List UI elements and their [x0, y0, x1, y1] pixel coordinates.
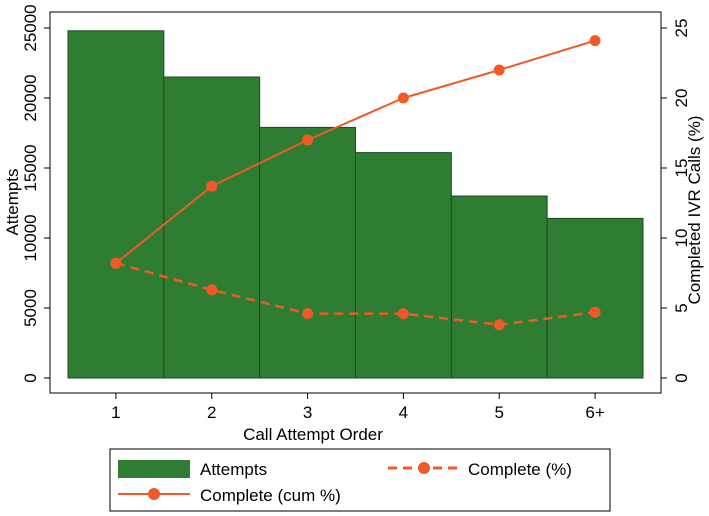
line-complete-cum [115, 39, 596, 264]
legend: Attempts Complete (%) Complete (cum %) [109, 448, 611, 512]
x-tick-label-6+: 6+ [585, 403, 604, 422]
bar-attempts-6+ [546, 217, 644, 379]
point-complete-pct-1 [110, 257, 122, 269]
point-complete-pct-5 [493, 319, 505, 331]
bar-attempts-5 [450, 195, 548, 379]
y-axis-title-left: Attempts [3, 168, 22, 235]
point-complete-cum-6+ [589, 35, 601, 47]
line-complete-pct [115, 261, 596, 327]
y-right-tick-label-20: 20 [672, 89, 691, 108]
y-left-tick-label-5000: 5000 [21, 289, 40, 327]
y-right-tick-label-10: 10 [672, 229, 691, 248]
legend-swatch-attempts [118, 460, 190, 478]
point-complete-cum-3 [302, 134, 314, 146]
y-left-tick-label-10000: 10000 [21, 214, 40, 261]
x-axis-title: Call Attempt Order [243, 425, 383, 444]
y-left-tick-label-0: 0 [21, 373, 40, 382]
x-tick-label-2: 2 [207, 403, 216, 422]
legend-marker-complete-cum [148, 488, 160, 500]
y-axis-title-right: Completed IVR Calls (%) [685, 116, 704, 305]
x-tick-label-1: 1 [111, 403, 120, 422]
legend-marker-complete-pct [418, 462, 430, 474]
x-tick-label-5: 5 [495, 403, 504, 422]
point-complete-cum-5 [493, 64, 505, 76]
bar-attempts-2 [163, 76, 261, 379]
y-right-tick-label-15: 15 [672, 159, 691, 178]
y-left-tick-label-25000: 25000 [21, 4, 40, 51]
x-tick-label-4: 4 [399, 403, 408, 422]
legend-label-complete-pct: Complete (%) [468, 460, 572, 479]
y-right-tick-label-5: 5 [672, 303, 691, 312]
bar-attempts-3 [259, 126, 356, 379]
y-left-tick-label-15000: 15000 [21, 144, 40, 191]
point-complete-pct-3 [302, 308, 314, 320]
legend-label-complete-cum: Complete (cum %) [200, 486, 341, 505]
point-complete-cum-4 [397, 92, 409, 104]
point-complete-pct-6+ [589, 306, 601, 318]
point-complete-pct-4 [397, 308, 409, 320]
legend-label-attempts: Attempts [200, 460, 267, 479]
bar-attempts-4 [355, 152, 452, 379]
legend-box [109, 448, 611, 512]
y-right-tick-label-25: 25 [672, 19, 691, 38]
point-complete-cum-2 [206, 180, 218, 192]
y-left-tick-label-20000: 20000 [21, 74, 40, 121]
bar-attempts-1 [67, 30, 165, 379]
x-tick-label-3: 3 [303, 403, 312, 422]
point-complete-pct-2 [206, 284, 218, 296]
y-right-tick-label-0: 0 [672, 373, 691, 382]
